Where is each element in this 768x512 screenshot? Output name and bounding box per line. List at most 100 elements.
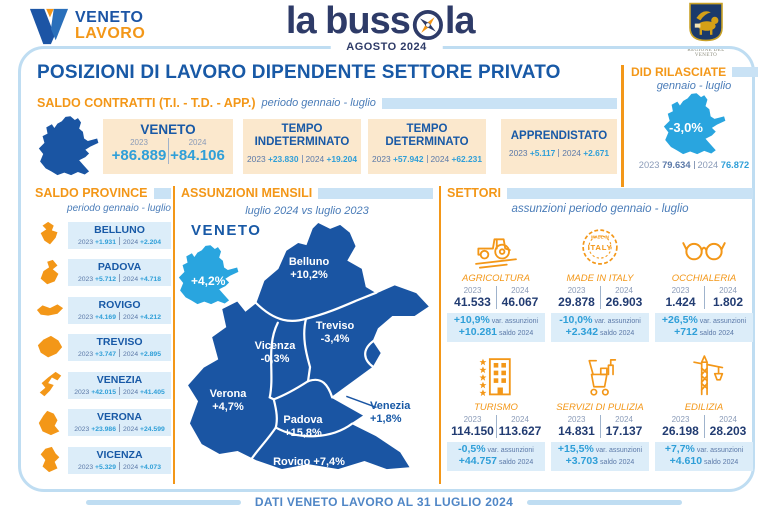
did-rilasciate-section: DID RILASCIATE gennaio - luglio -3,0% 20… [621,65,759,187]
crane-icon [693,355,724,396]
veneto-2024-value: +84.106 [170,147,225,164]
map-label-rovigo: Rovigo +7,4% [273,456,345,468]
sector-name: AGRICOLTURA [462,273,530,284]
year-2023-label: 2023 [508,148,528,158]
year-2024-label: 2024 [562,148,581,158]
venezia-pointer-line [346,395,377,409]
value-2024: +2.671 [583,148,610,158]
province-row-belluno: BELLUNO 2023 +1.931 2024 +2.204 [35,220,171,250]
value-2023: +57.942 [392,154,424,164]
veneto-total-pct: +4,2% [191,274,226,288]
box-title-line1: TEMPO [281,123,323,135]
saldo-province-section: SALDO PROVINCE periodo gennaio - luglio … [35,186,171,483]
assunzioni-period: luglio 2024 vs luglio 2023 [245,205,369,217]
map-label-treviso: Treviso -3,4% [315,320,355,345]
year-2024-label: 2024 [188,138,207,147]
brand-left: la buss [285,0,411,42]
province-period: periodo gennaio - luglio [67,203,171,214]
province-name: VERONA [97,411,142,423]
province-name: VICENZA [96,448,143,461]
accent-bar [153,187,171,199]
hotel-icon [479,358,511,397]
brand-title: la buss la [285,0,476,43]
year-2023-label: 2023 [638,160,660,170]
treviso-map-icon [37,335,63,357]
map-label-padova: Padova +15,8% [283,414,323,439]
veneto-lavoro-logo-mark-icon [29,8,69,45]
svg-text:ITALY: ITALY [588,243,613,252]
province-name: PADOVA [97,261,142,273]
value-2023: +5.117 [529,148,556,158]
year-2023-label: 2023 [247,154,266,164]
did-heading: DID RILASCIATE [631,65,727,79]
province-name: VENEZIA [96,373,143,386]
brand-right: la [444,0,476,42]
tempo-indeterminato-box: TEMPO INDETERMINATO 2023 +23.830 2024 +19… [243,119,361,174]
accent-bar [506,187,753,199]
veneto-mini-label: VENETO [191,222,262,239]
footer-bar-right [527,499,683,505]
venezia-map-icon [39,371,62,397]
year-2023-label: 2023 [130,138,148,147]
assunzioni-heading: ASSUNZIONI MENSILI [181,186,313,200]
settori-section: SETTORI assunzioni periodo gennaio - lug… [447,186,753,471]
sector-card-occhialeria: OCCHIALERIA 2023 1.424 2024 1.802 +26,5% v… [655,222,753,342]
issue-date: AGOSTO 2024 [330,41,443,53]
cleaning-cart-icon [588,359,617,396]
compass-icon [412,9,443,40]
logo-line1: VENETO [75,9,144,26]
saldo-contratti-heading: SALDO CONTRATTI (T.I. - T.D. - APP.) [37,96,256,110]
year-2023-label: 2023 [372,154,391,164]
sector-name: SERVIZI DI PULIZIA [556,402,644,413]
belluno-map-icon [40,221,58,245]
footer: DATI VENETO LAVORO AL 31 LUGLIO 2024 [0,495,768,509]
sector-name: OCCHIALERIA [671,273,737,284]
sector-card-edilizia: EDILIZIA 2023 26.198 2024 28.203 +7,7% var… [655,351,753,471]
saldo-contratti-period: periodo gennaio - luglio [261,97,376,109]
saldo-contratti-header: SALDO CONTRATTI (T.I. - T.D. - APP.) per… [37,96,617,110]
sector-card-turismo: TURISMO 2023 114.150 2024 113.627 -0,5% va… [447,351,545,471]
vicenza-map-icon [40,446,60,473]
sector-name: EDILIZIA [684,402,724,413]
province-name: TREVISO [96,336,143,348]
map-label-venezia: Venezia +1,8% [370,400,411,425]
box-title-line2: INDETERMINATO [254,136,350,148]
box-title-line2: DETERMINATO [385,136,469,148]
region-caption: REGIONE DEL VENETO [687,48,725,58]
value-2024: +19.204 [326,154,357,164]
divider-map-settori [439,186,441,484]
accent-bar [318,187,433,199]
page-title: POSIZIONI DI LAVORO DIPENDENTE SETTORE P… [37,62,561,83]
value-2023: +23.830 [267,154,299,164]
veneto-big-map [186,221,431,471]
province-row-verona: VERONA 2023 +23.986 2024 +24.599 [35,408,171,438]
sector-card-agricoltura: AGRICOLTURA 2023 41.533 2024 46.067 +10,9%… [447,222,545,342]
did-period: gennaio - luglio [656,80,732,92]
box-title: APPRENDISTATO [510,130,608,142]
map-label-belluno: Belluno +10,2% [288,256,330,281]
year-2024-label: 2024 [305,154,325,164]
accent-bar [732,67,759,77]
province-row-vicenza: VICENZA 2023 +5.329 2024 +4.073 [35,445,171,475]
divider-province-map [173,186,175,484]
assunzioni-mensili-header: ASSUNZIONI MENSILI [181,186,433,200]
verona-map-icon [38,410,60,435]
sector-card-made-in-italy: MADE IN ITALY MADE IN ITALY 2023 29.878 2… [551,222,649,342]
main-frame: AGOSTO 2024 POSIZIONI DI LAVORO DIPENDEN… [18,41,759,492]
year-2024-label: 2024 [697,160,719,170]
made-in-italy-stamp-icon: MADE IN ITALY [582,229,618,265]
sector-card-servizi-pulizia: SERVIZI DI PULIZIA 2023 14.831 2024 17.137… [551,351,649,471]
box-title-line1: TEMPO [406,123,448,135]
accent-bar [381,97,617,109]
padova-map-icon [40,259,59,284]
did-2023-value: 79.634 [662,160,691,170]
province-row-treviso: TREVISO 2023 +3.747 2024 +2.895 [35,333,171,363]
map-label-vicenza: Vicenza -0,3% [254,340,296,365]
veneto-totals-box: VENETO 2023 +86.889 2024 +84.106 [103,119,233,174]
rovigo-map-icon [36,304,64,316]
logo-line2: LAVORO [75,25,146,42]
veneto-box-title: VENETO [140,122,196,137]
province-name: BELLUNO [94,223,145,236]
settori-heading: SETTORI [447,186,501,200]
